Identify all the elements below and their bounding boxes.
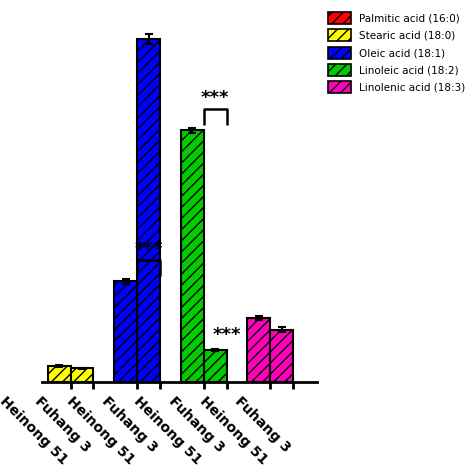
Bar [247, 318, 270, 382]
Bar [71, 368, 93, 382]
Legend: Palmitic acid (16:0), Stearic acid (18:0), Oleic acid (18:1), Linoleic acid (18:: Palmitic acid (16:0), Stearic acid (18:0… [328, 12, 465, 93]
Text: ***: *** [212, 326, 241, 344]
Bar [137, 39, 160, 382]
Bar [114, 282, 137, 382]
Text: ***: *** [201, 89, 229, 107]
Bar [181, 130, 204, 382]
Bar [270, 329, 293, 382]
Bar [48, 366, 71, 382]
Text: ***: *** [134, 240, 163, 258]
Bar [204, 350, 227, 382]
